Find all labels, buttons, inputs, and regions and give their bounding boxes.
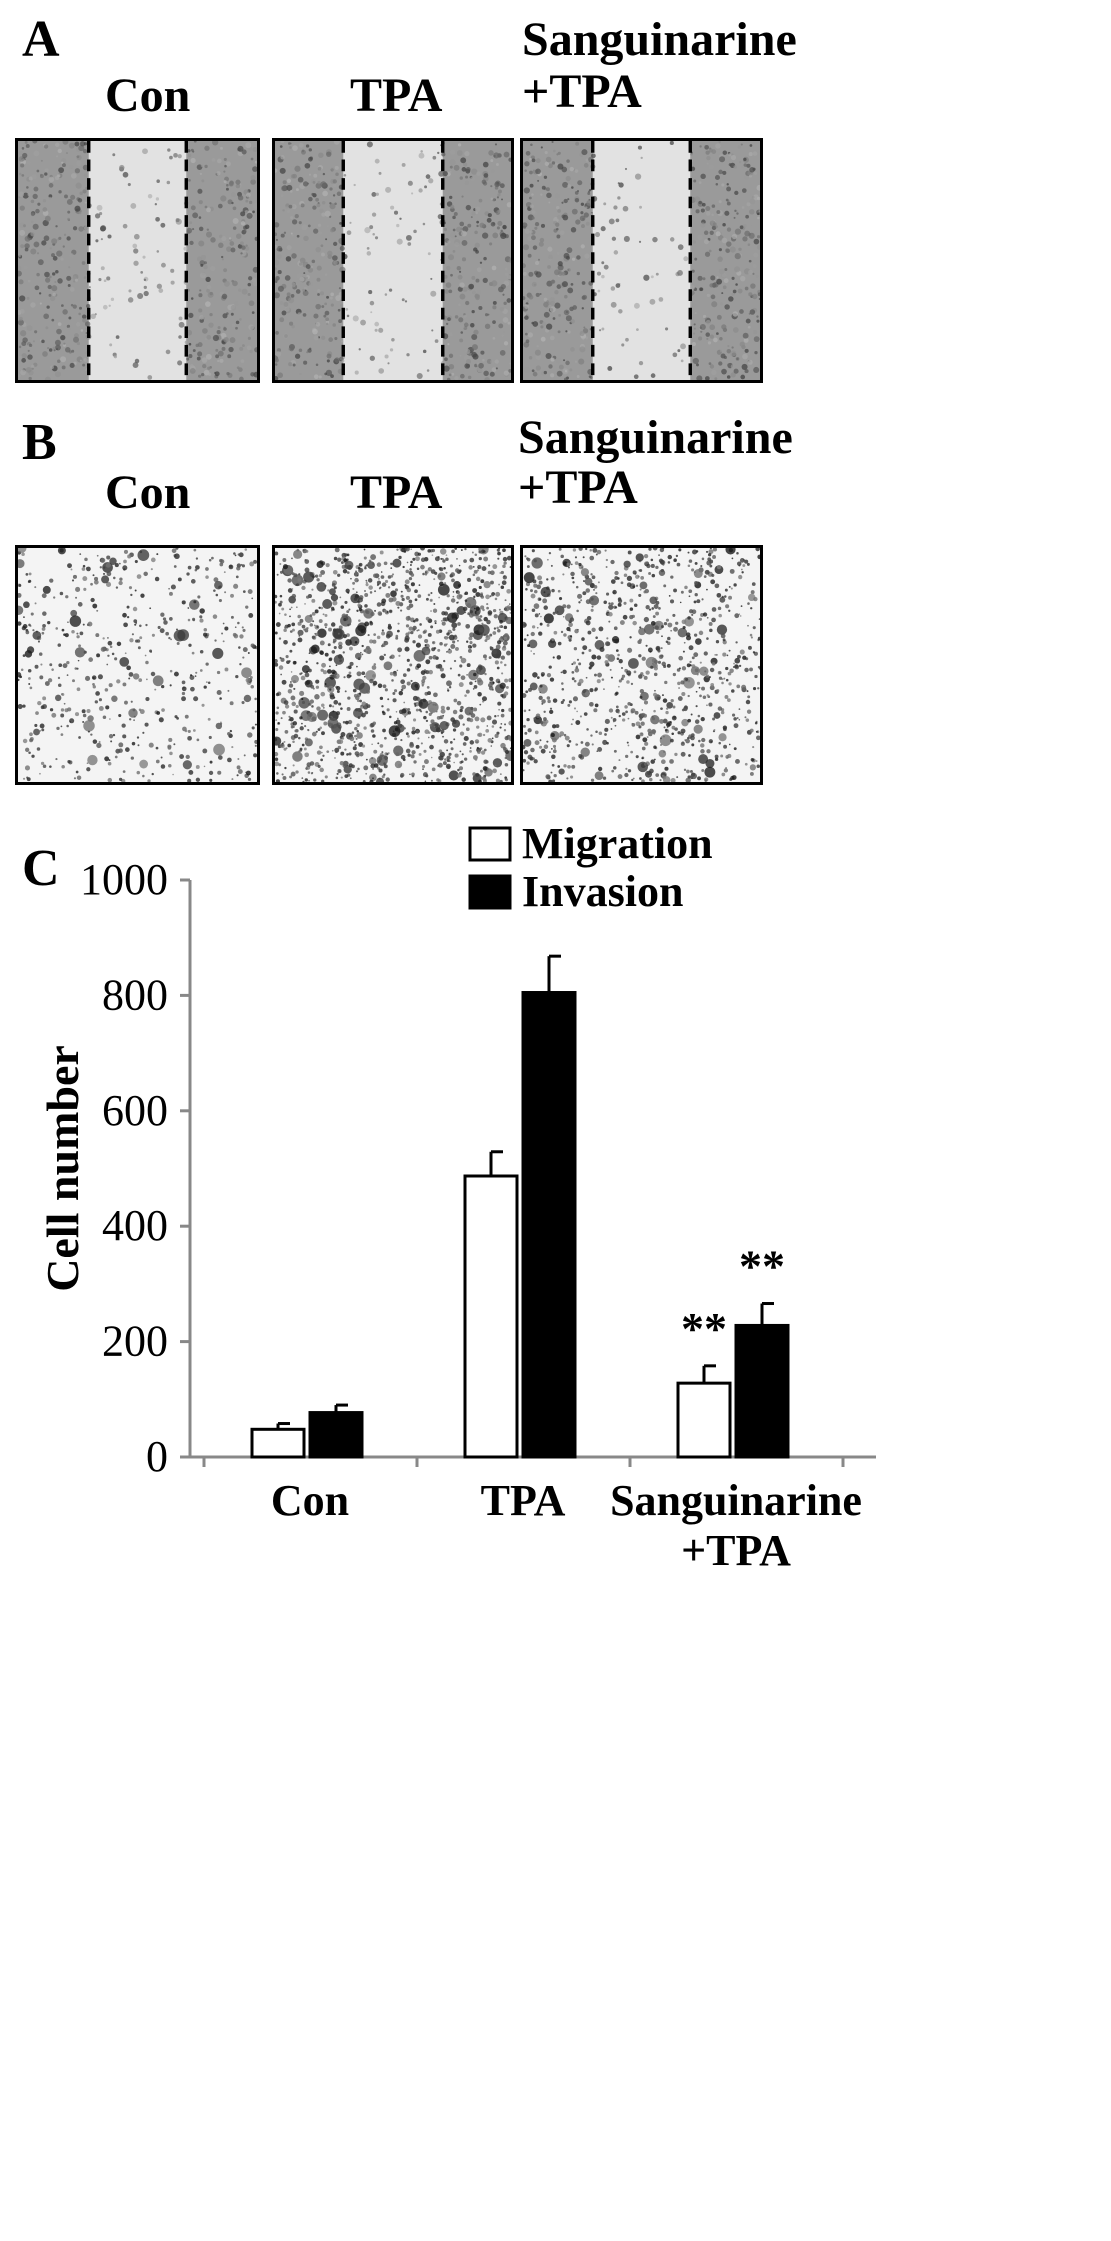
wound-image-tpa — [272, 138, 514, 383]
transwell-image-sanguinarine-tpa — [520, 545, 763, 785]
y-tick-label: 0 — [146, 1432, 168, 1481]
panel-a-label-con: Con — [105, 69, 191, 122]
panel-a-label-sang-line2: +TPA — [522, 65, 642, 118]
y-tick-label: 1000 — [80, 855, 168, 904]
panel-b-label-sang-line1: Sanguinarine — [518, 411, 793, 464]
wound-image-con — [15, 138, 260, 383]
y-tick-label: 400 — [102, 1201, 168, 1250]
bar-invasion-1 — [521, 991, 577, 1459]
significance-mark: ** — [739, 1241, 785, 1292]
bar-migration-0 — [250, 1427, 306, 1459]
bar-migration-2 — [676, 1381, 732, 1459]
panel-b-label-tpa: TPA — [350, 466, 443, 519]
panel-c-letter: C — [22, 840, 60, 897]
category-label-0: Con — [271, 1476, 349, 1525]
bar-invasion-0 — [308, 1411, 364, 1459]
panel-a-label-tpa: TPA — [350, 69, 443, 122]
bar-invasion-2 — [734, 1323, 790, 1459]
y-tick-label: 800 — [102, 970, 168, 1019]
significance-mark: ** — [681, 1303, 727, 1354]
y-tick-label: 600 — [102, 1086, 168, 1135]
y-axis-label: Cell number — [37, 1045, 88, 1292]
bar-migration-1 — [463, 1174, 519, 1459]
panel-b-label-sang-line2: +TPA — [518, 461, 638, 514]
panel-a-label-sang-line1: Sanguinarine — [522, 13, 797, 66]
panel-a-letter: A — [22, 11, 60, 68]
transwell-image-tpa — [272, 545, 514, 785]
category-label-2: Sanguinarine — [610, 1476, 862, 1525]
legend-swatch-migration — [468, 826, 512, 862]
legend-swatch-invasion — [468, 874, 512, 910]
legend-label-migration: Migration — [522, 819, 713, 868]
transwell-image-con — [15, 545, 260, 785]
panel-b-letter: B — [22, 414, 57, 471]
y-tick-label: 200 — [102, 1317, 168, 1366]
wound-image-sanguinarine-tpa — [520, 138, 763, 383]
category-label-2: +TPA — [681, 1526, 791, 1575]
category-label-1: TPA — [481, 1476, 566, 1525]
panel-b-label-con: Con — [105, 466, 191, 519]
legend-label-invasion: Invasion — [522, 867, 683, 916]
